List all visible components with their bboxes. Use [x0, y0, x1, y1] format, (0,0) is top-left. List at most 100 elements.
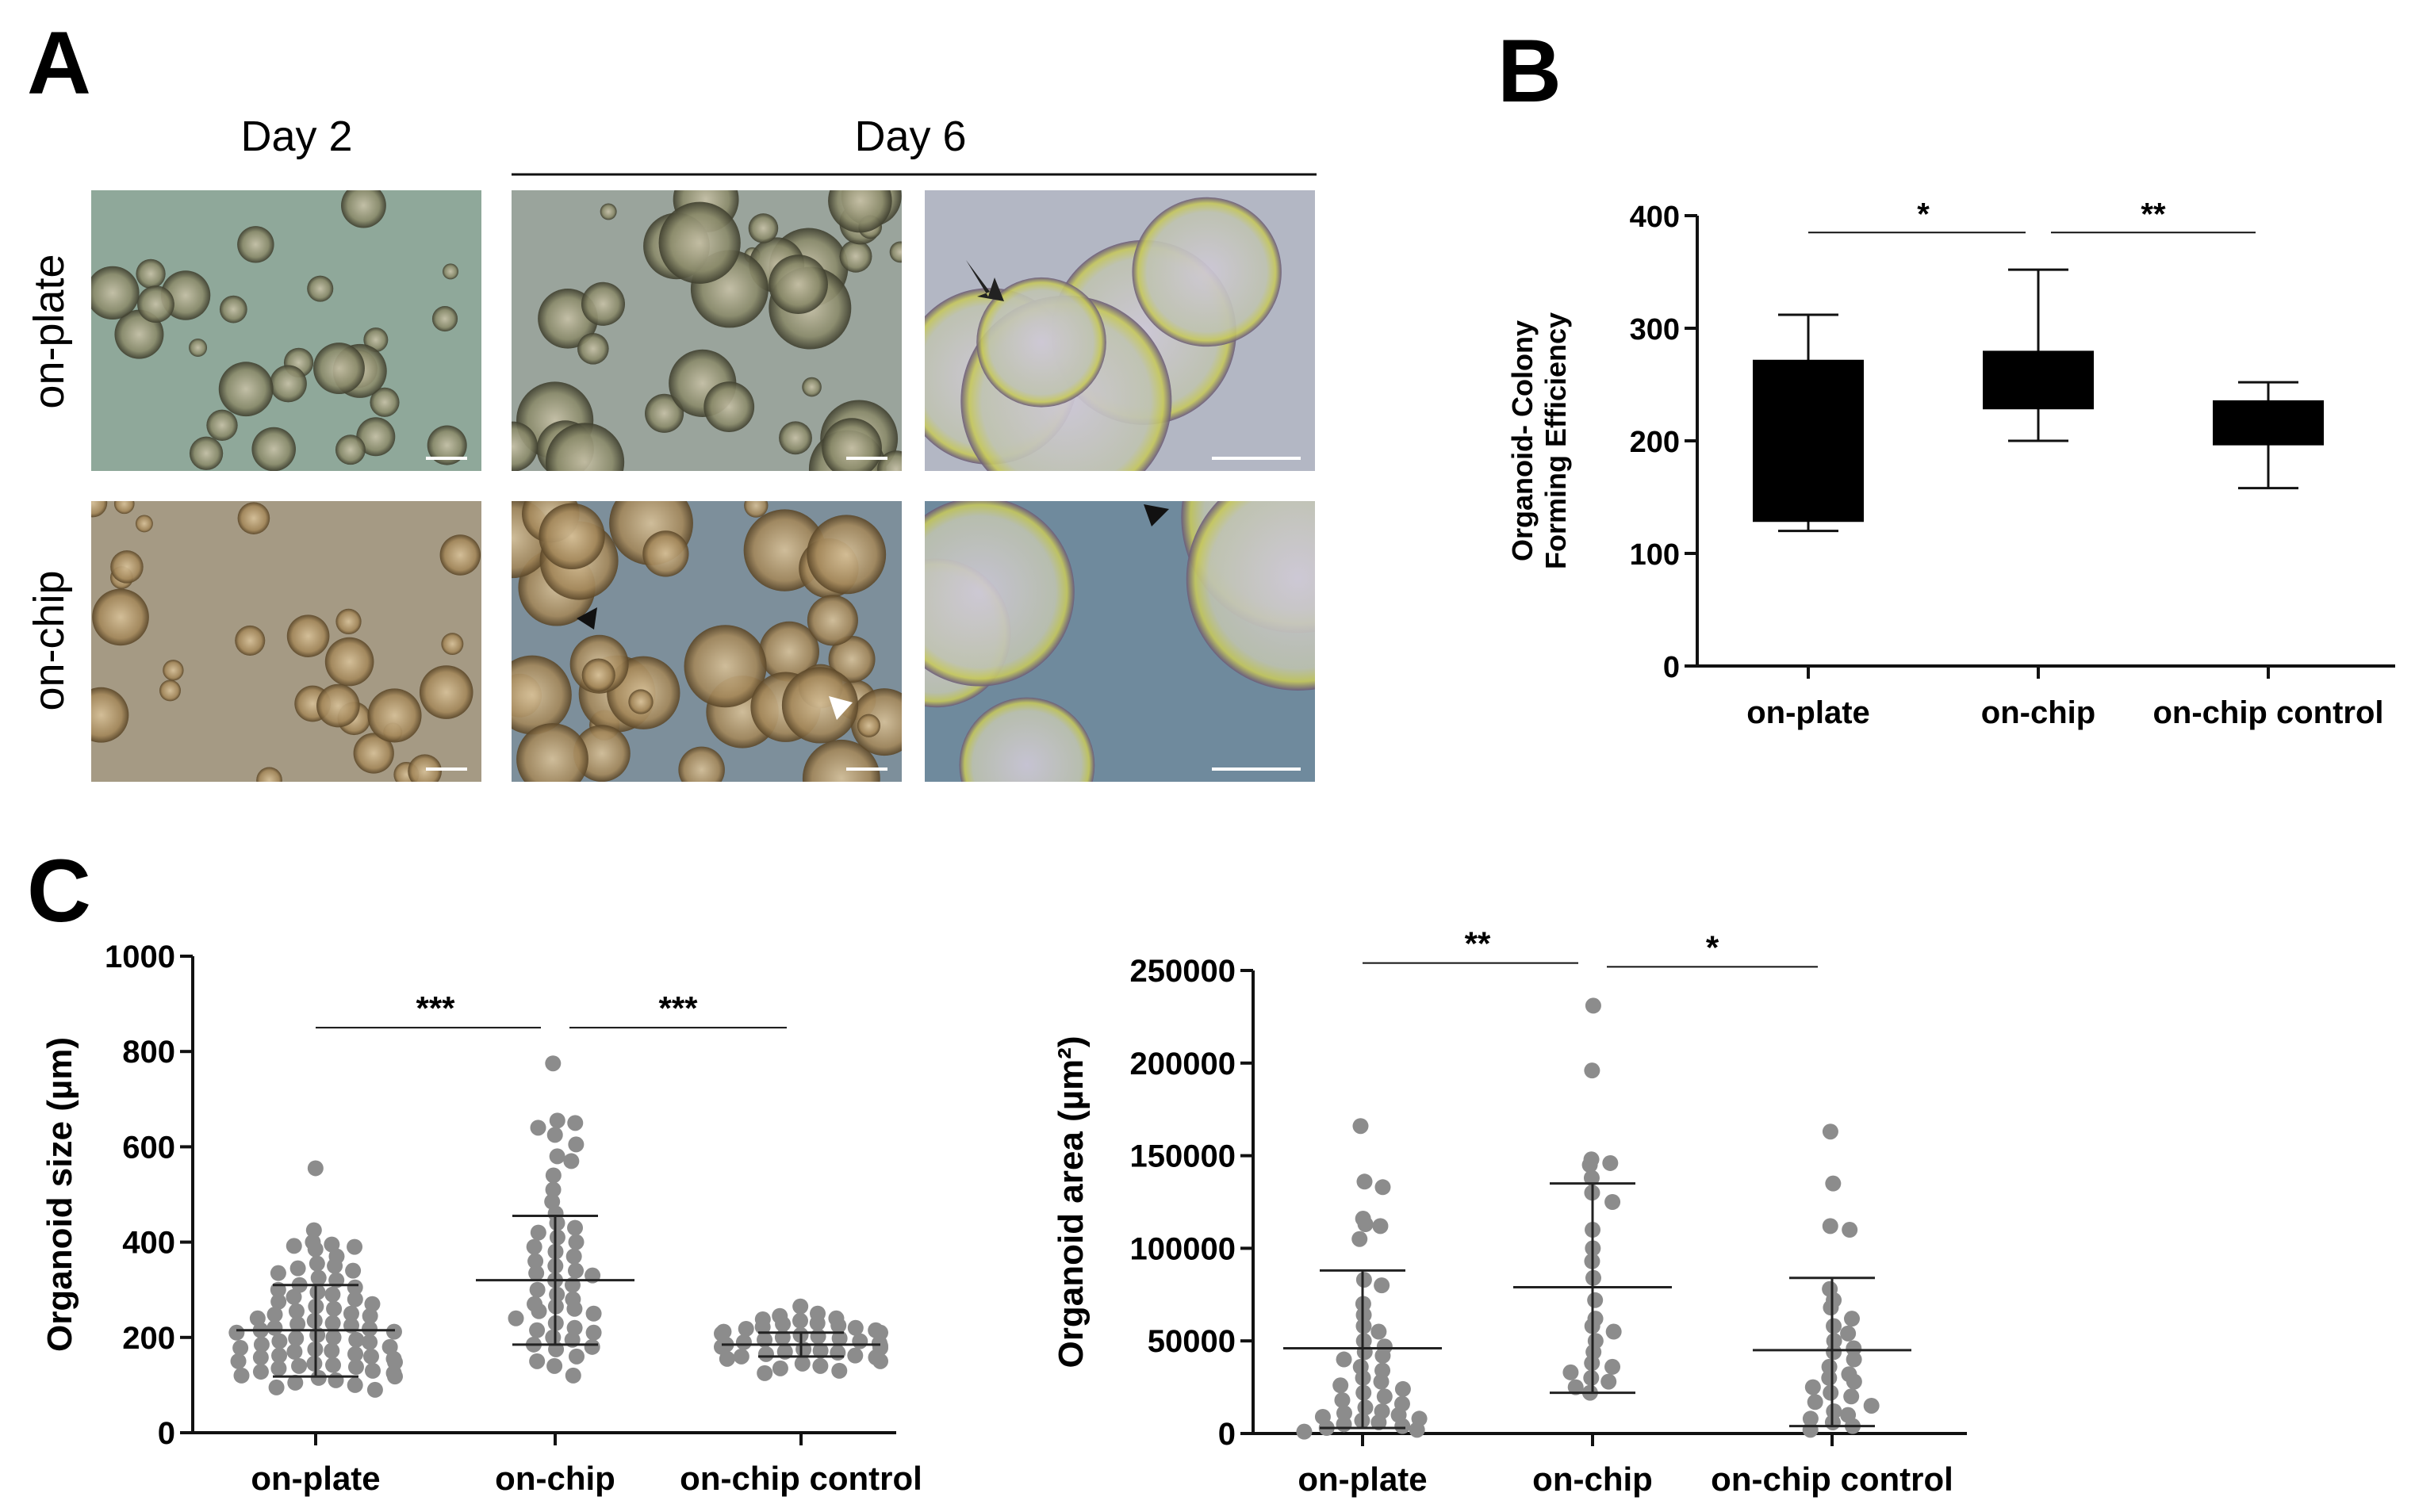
data-point: [1356, 1173, 1373, 1190]
x-tick-label: on-plate: [1746, 695, 1870, 730]
x-tick-label: on-plate: [251, 1460, 380, 1497]
organoid: [313, 343, 365, 394]
arrowhead-white: [829, 696, 853, 720]
data-point: [270, 1265, 286, 1281]
data-point: [1822, 1218, 1838, 1234]
organoid: [237, 226, 274, 263]
micrograph-on-plate-day6: [512, 190, 902, 471]
data-point: [1581, 1157, 1598, 1173]
data-point: [530, 1224, 546, 1241]
data-point: [1374, 1277, 1390, 1294]
organoid: [684, 625, 767, 708]
data-point: [567, 1115, 584, 1131]
data-point: [1585, 997, 1601, 1014]
data-point: [1356, 1344, 1373, 1361]
organoid: [113, 501, 135, 515]
organoid: [678, 746, 725, 782]
data-point: [852, 1333, 868, 1349]
organoid: [256, 767, 282, 782]
data-point: [288, 1330, 305, 1347]
data-point: [757, 1345, 774, 1362]
data-point: [568, 1136, 585, 1153]
data-point: [1823, 1300, 1839, 1316]
organoid: [807, 595, 858, 646]
micrograph-on-chip-day6: [512, 501, 902, 782]
data-point: [1409, 1422, 1425, 1438]
data-point: [772, 1360, 788, 1376]
organoid: [443, 263, 459, 280]
organoid: [189, 338, 208, 357]
data-point: [1826, 1344, 1842, 1361]
data-point: [549, 1229, 565, 1246]
chart-c-area-scatter: 0 50000 100000 150000 200000 250000 on-plate on…: [1052, 925, 1967, 1498]
data-point: [812, 1342, 829, 1359]
data-point: [1802, 1422, 1819, 1438]
data-point: [347, 1238, 363, 1255]
significance-label: ***: [416, 989, 455, 1027]
data-point: [306, 1355, 323, 1372]
organoid: [628, 689, 654, 714]
x-tick-label: on-chip: [495, 1460, 615, 1497]
box-body: [2213, 400, 2324, 446]
organoid: [135, 515, 153, 533]
data-point: [1826, 1318, 1842, 1334]
organoid: [218, 362, 274, 417]
data-point: [585, 1305, 602, 1322]
data-point: [1374, 1347, 1391, 1364]
data-point: [1394, 1418, 1411, 1434]
data-point: [549, 1286, 565, 1303]
box-body: [1983, 350, 2094, 410]
data-point: [1863, 1397, 1880, 1414]
data-point: [714, 1338, 730, 1355]
organoid: [353, 733, 394, 774]
data-point: [566, 1319, 583, 1336]
micrograph-on-plate-day2: [91, 190, 481, 471]
organoid: [642, 530, 689, 577]
data-point: [1562, 1364, 1579, 1380]
data-point: [549, 1215, 565, 1231]
data-point: [1370, 1414, 1387, 1430]
organoid: [159, 679, 181, 702]
data-point: [1846, 1351, 1862, 1368]
data-point: [549, 1148, 565, 1165]
data-point: [1846, 1373, 1862, 1390]
organoid: [877, 450, 902, 471]
data-point: [1823, 1384, 1839, 1401]
data-point: [1372, 1218, 1389, 1234]
data-point: [1336, 1351, 1352, 1368]
data-point: [810, 1328, 826, 1345]
data-point: [271, 1333, 288, 1349]
organoid: [889, 241, 902, 263]
y-tick-label: 800: [122, 1035, 175, 1070]
organoid: [857, 714, 881, 737]
data-point: [230, 1353, 247, 1369]
data-point: [291, 1357, 308, 1374]
organoid: [779, 421, 812, 455]
data-point: [530, 1120, 546, 1136]
chart-c-size-scatter: 0 200 400 600 800 1000 on-plate on-chip on-chip …: [40, 940, 922, 1497]
significance-label: *: [1917, 197, 1930, 232]
organoid: [516, 723, 588, 782]
organoid: [441, 633, 464, 656]
box-body: [1753, 359, 1864, 523]
data-point: [1825, 1175, 1842, 1192]
organoid: [419, 665, 473, 719]
data-point: [309, 1284, 326, 1300]
x-tick-label: on-chip control: [1711, 1460, 1953, 1498]
organoid: [577, 332, 609, 365]
data-point: [738, 1320, 754, 1337]
organoid: [600, 203, 617, 220]
micrograph-grid: [91, 190, 1315, 782]
organoid: [370, 387, 400, 417]
data-point: [1821, 1358, 1838, 1375]
day6-label: Day 6: [854, 113, 966, 160]
y-tick-label: 50000: [1148, 1324, 1236, 1359]
data-point: [1846, 1340, 1862, 1357]
data-point: [792, 1298, 809, 1315]
organoid: [744, 501, 769, 518]
data-point: [527, 1253, 544, 1269]
organoid: [286, 614, 330, 657]
data-point: [1376, 1388, 1393, 1405]
data-point: [305, 1222, 322, 1238]
data-point: [271, 1347, 288, 1364]
